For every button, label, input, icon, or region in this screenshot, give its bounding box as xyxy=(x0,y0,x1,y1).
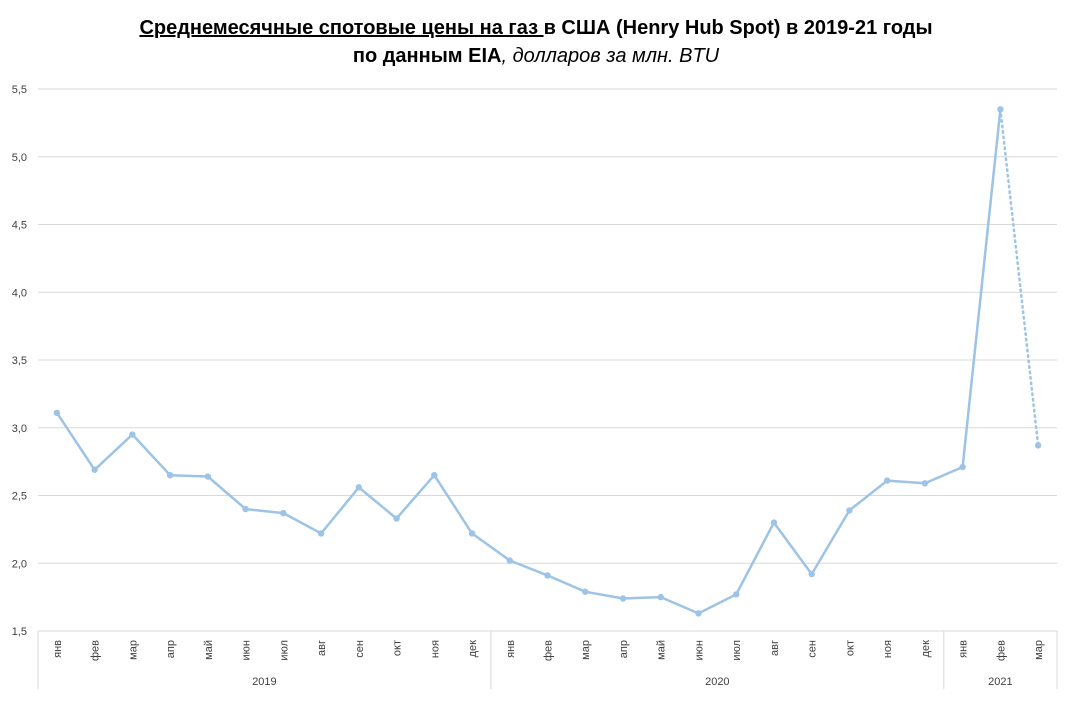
x-tick-label: май xyxy=(656,640,668,660)
data-point xyxy=(582,588,589,595)
data-point xyxy=(317,530,325,537)
data-point xyxy=(280,509,287,517)
chart-title: Среднемесячные спотовые цены на газ в СШ… xyxy=(0,14,1072,70)
x-tick-label: июл xyxy=(278,640,290,661)
data-point xyxy=(468,530,476,537)
x-tick-label: фев xyxy=(995,640,1007,661)
series-line xyxy=(55,108,1002,615)
x-tick-label: янв xyxy=(505,640,517,658)
data-point xyxy=(883,477,891,484)
data-point xyxy=(959,463,966,471)
data-point xyxy=(1034,442,1042,449)
data-point xyxy=(657,593,664,601)
data-point xyxy=(393,515,400,522)
data-point xyxy=(921,480,929,487)
x-tick-label: янв xyxy=(958,640,970,658)
data-point xyxy=(619,595,627,602)
chart-title-rest: в США (Henry Hub Spot) в 2019-21 годы xyxy=(543,17,933,39)
data-point xyxy=(695,610,702,617)
y-tick-label: 5,0 xyxy=(12,152,27,164)
x-tick-label: апр xyxy=(165,640,177,658)
y-tick-label: 4,0 xyxy=(12,287,27,299)
data-point xyxy=(846,507,853,514)
x-tick-label: мар xyxy=(1033,640,1045,660)
data-point xyxy=(204,473,212,480)
y-tick-label: 5,5 xyxy=(12,84,27,96)
x-tick-label: мар xyxy=(580,640,592,660)
chart-title-source: по данным EIA xyxy=(352,45,502,67)
data-point xyxy=(431,471,438,479)
y-tick-label: 2,0 xyxy=(12,558,27,570)
y-tick-label: 4,5 xyxy=(12,220,27,232)
y-tick-label: 2,5 xyxy=(12,491,27,503)
chart-title-line2: по данным EIA, долларов за млн. BTU xyxy=(0,42,1072,70)
x-tick-label: сен xyxy=(354,640,366,658)
chart-title-line1: Среднемесячные спотовые цены на газ в СШ… xyxy=(0,14,1072,42)
x-tick-label: окт xyxy=(844,640,856,656)
x-tick-label: авг xyxy=(316,640,328,656)
data-point xyxy=(129,431,136,438)
data-point xyxy=(733,591,740,598)
x-tick-label: сен xyxy=(807,640,819,658)
chart-title-underlined: Среднемесячные спотовые цены на газ xyxy=(139,17,544,39)
x-tick-label: ноя xyxy=(429,640,441,658)
y-tick-label: 1,5 xyxy=(12,626,27,638)
x-tick-label: авг xyxy=(769,640,781,656)
x-tick-label: май xyxy=(203,640,215,660)
x-tick-label: июн xyxy=(241,640,253,660)
x-tick-label: ноя xyxy=(882,640,894,658)
data-point xyxy=(808,570,815,578)
x-tick-label: апр xyxy=(618,640,630,658)
data-point xyxy=(506,557,513,564)
data-point xyxy=(242,505,249,513)
chart-title-units: , долларов за млн. BTU xyxy=(501,45,720,67)
x-tick-label: дек xyxy=(467,640,479,658)
data-point xyxy=(770,519,778,526)
year-label: 2019 xyxy=(252,676,276,688)
x-tick-label: дек xyxy=(920,640,932,658)
x-tick-label: июн xyxy=(693,640,705,660)
x-tick-label: окт xyxy=(392,640,404,656)
x-tick-label: фев xyxy=(543,640,555,661)
y-tick-label: 3,5 xyxy=(12,355,27,367)
y-tick-label: 3,0 xyxy=(12,423,27,435)
data-point xyxy=(355,484,362,491)
x-tick-label: июл xyxy=(731,640,743,661)
data-point xyxy=(91,466,98,473)
year-label: 2020 xyxy=(705,676,729,688)
x-tick-label: янв xyxy=(52,640,64,658)
year-label: 2021 xyxy=(988,676,1012,688)
x-tick-label: мар xyxy=(127,640,139,660)
data-point xyxy=(53,409,61,417)
data-point xyxy=(997,106,1004,113)
series-line-dotted xyxy=(999,108,1040,447)
data-point xyxy=(544,572,551,579)
x-tick-label: фев xyxy=(90,640,102,661)
data-point xyxy=(166,471,174,479)
